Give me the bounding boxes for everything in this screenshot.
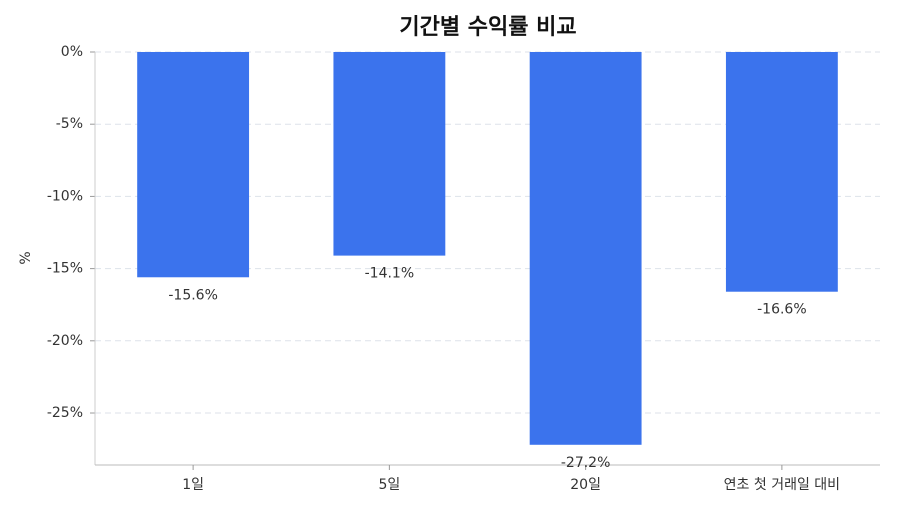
y-tick-label: -5%: [56, 116, 83, 132]
y-axis-label: %: [18, 251, 34, 264]
value-label: -16.6%: [757, 302, 807, 318]
y-tick-label: -15%: [47, 261, 83, 277]
bar: [725, 52, 838, 292]
x-tick-label: 20일: [570, 477, 601, 493]
y-tick-label: -20%: [47, 333, 83, 349]
y-tick-label: -25%: [47, 405, 83, 421]
bar: [529, 52, 642, 445]
x-tick-label: 연초 첫 거래일 대비: [724, 477, 840, 493]
y-tick-label: -10%: [47, 188, 83, 204]
bar: [333, 52, 446, 256]
value-label: -15.6%: [168, 287, 218, 303]
x-tick-label: 5일: [378, 477, 400, 493]
chart-title: 기간별 수익률 비교: [399, 15, 576, 40]
x-tick-label: 1일: [182, 477, 204, 493]
bar: [137, 52, 250, 278]
value-label: -27.2%: [561, 455, 611, 471]
value-label: -14.1%: [365, 266, 415, 282]
y-tick-label: 0%: [61, 44, 83, 60]
